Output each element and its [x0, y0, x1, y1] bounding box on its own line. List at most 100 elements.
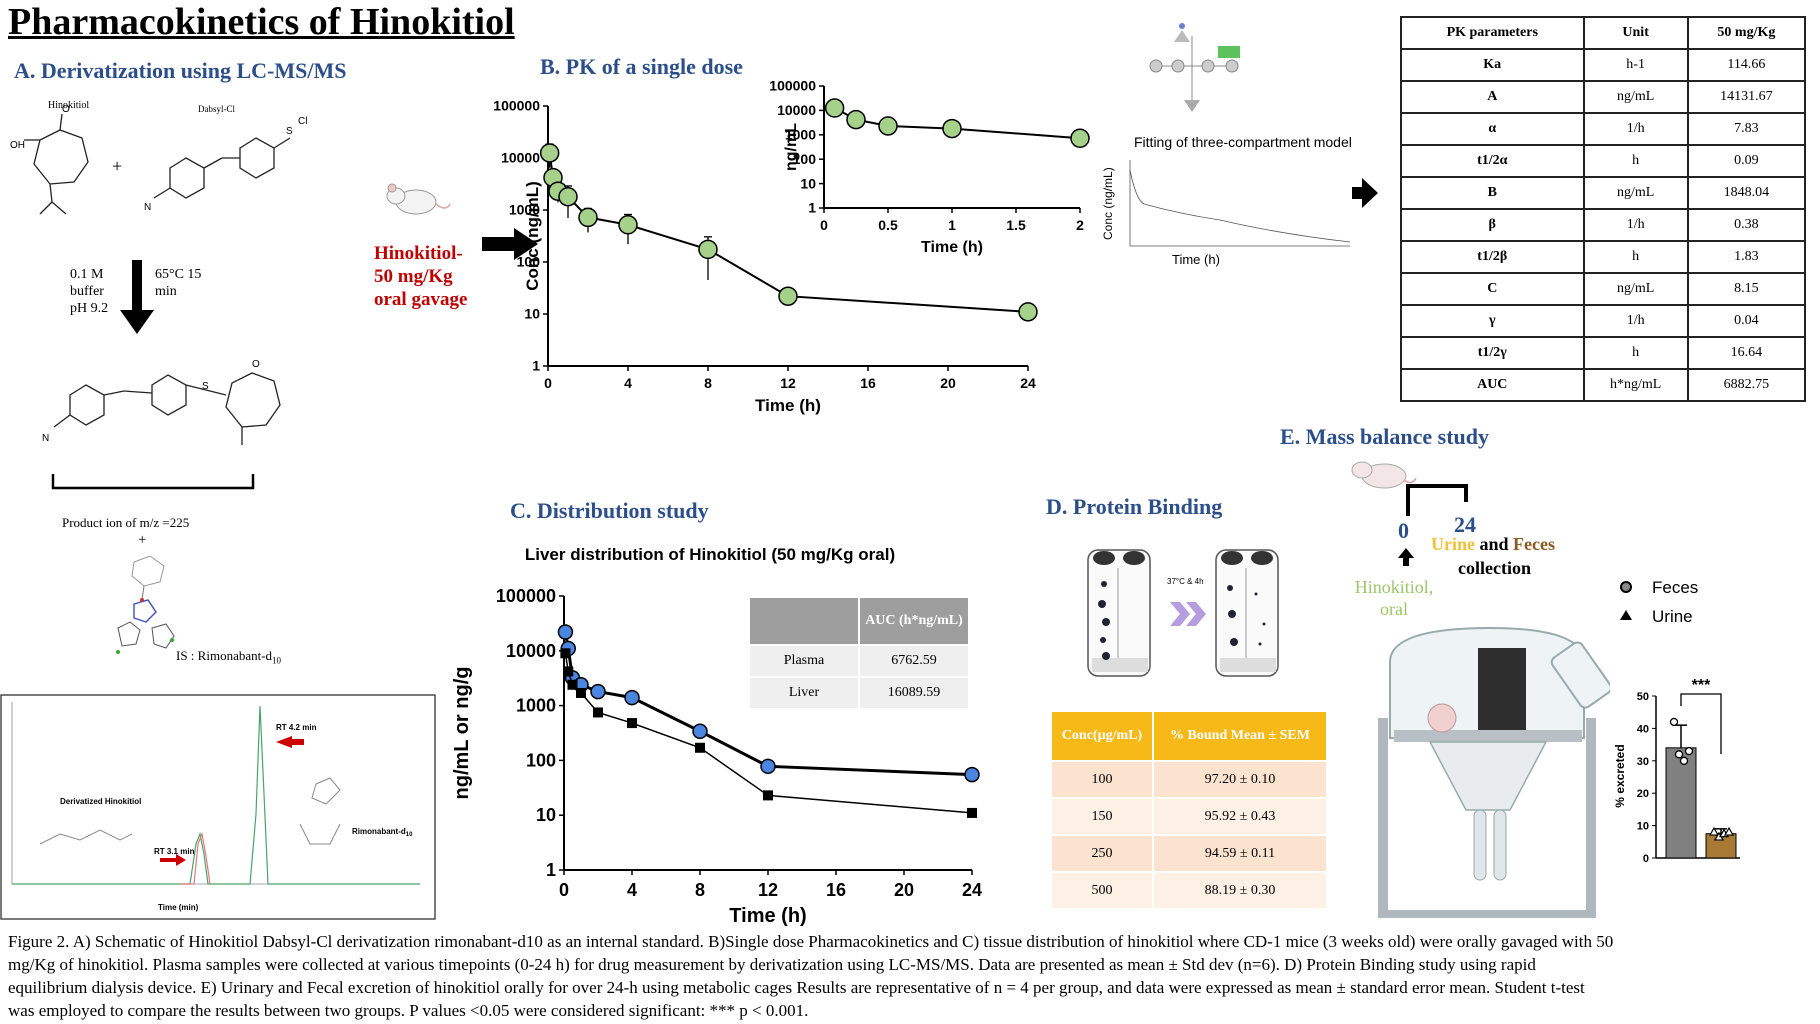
data-point — [1708, 826, 1720, 836]
data-point — [563, 666, 574, 677]
table-row: 250 94.59 ± 0.11 — [1050, 834, 1328, 873]
auc-tissue: Liver — [748, 676, 860, 710]
arrow-up-icon — [1398, 548, 1414, 566]
svg-text:S: S — [286, 126, 293, 137]
x-tick-label: 16 — [860, 375, 876, 391]
pk-param: β — [1400, 208, 1585, 242]
data-point — [964, 766, 980, 783]
pk-value: 8.15 — [1686, 272, 1807, 306]
inset-data-point — [942, 118, 962, 139]
panel-d-title: D. Protein Binding — [1046, 494, 1223, 519]
x-tick-label: 0 — [820, 217, 828, 233]
x-tick-label: 4 — [624, 375, 632, 391]
panel-a-title: A. Derivatization using LC-MS/MS — [14, 58, 347, 83]
y-axis-label: Conc (ng/mL) — [523, 181, 542, 291]
y-tick-label: 10 — [800, 175, 816, 191]
data-point — [763, 790, 773, 801]
time-zero: 0 — [1398, 518, 1409, 543]
svg-text:O: O — [62, 104, 70, 115]
data-point — [1018, 302, 1038, 322]
pk-value: 0.04 — [1686, 304, 1807, 338]
pk-parameters-table: PK parameters Unit 50 mg/Kg Ka h-1 114.66 … — [1400, 16, 1807, 402]
y-tick-label: 1 — [532, 358, 540, 374]
x-tick-label: 0.5 — [878, 217, 898, 233]
pk-param: B — [1400, 176, 1585, 210]
auc-header: AUC (h*ng/mL) — [858, 596, 970, 646]
data-point — [1684, 746, 1694, 756]
significance-label: *** — [1692, 677, 1711, 694]
inset-data-point — [1070, 128, 1090, 149]
arrow-right-icon — [482, 228, 538, 260]
data-point — [560, 648, 571, 659]
data-point — [698, 239, 718, 260]
pk-unit: 1/h — [1582, 112, 1689, 146]
chromatogram: Time (min) RT 3.1 min RT 4.2 min Derivat… — [0, 694, 436, 920]
model-fit-chart: Fitting of three-compartment model Time … — [1101, 134, 1352, 267]
product-bracket — [51, 474, 255, 490]
y-tick-label: 10000 — [506, 641, 556, 661]
product-ion-label: Product ion of m/z =225 — [62, 515, 190, 530]
mouse-icon — [386, 183, 451, 215]
mouse-icon-2 — [1351, 461, 1417, 489]
pk-param: t1/2α — [1400, 144, 1585, 178]
pk-value: 6882.75 — [1686, 368, 1807, 402]
pk-unit: ng/mL — [1582, 272, 1689, 306]
x-tick-label: 1 — [948, 217, 956, 233]
pk-value: 16.64 — [1686, 336, 1807, 370]
auc-tissue: Plasma — [748, 644, 860, 678]
y-tick-label: 1000 — [785, 126, 816, 142]
legend-feces-label: Feces — [1652, 578, 1698, 597]
reaction-structures: OH O N S Cl — [10, 104, 307, 215]
y-tick-label: 1000 — [516, 696, 556, 716]
pk-header-value: 50 mg/Kg — [1686, 16, 1807, 50]
pk-table-header: PK parameters Unit 50 mg/Kg — [1400, 16, 1807, 50]
panel-c-title: C. Distribution study — [510, 498, 709, 523]
chrom-xlabel: Time (min) — [158, 903, 199, 912]
y-tick-label: 0 — [1643, 853, 1649, 865]
y-tick-label: 100000 — [496, 586, 556, 606]
caption-line-4: was employed to compare the results betw… — [8, 1001, 809, 1020]
chrom-rimo-label: Rimonabant-d10 — [352, 827, 413, 838]
cond-right-2: min — [155, 284, 177, 299]
data-point — [576, 687, 586, 698]
data-point — [1669, 717, 1679, 727]
x-axis-label: Time (h) — [729, 905, 806, 927]
chrom-rimo-main: Rimonabant-d — [352, 827, 406, 836]
panel-e-title: E. Mass balance study — [1280, 424, 1490, 449]
time-24: 24 — [1454, 512, 1476, 537]
table-row: β 1/h 0.38 — [1400, 208, 1807, 242]
data-point — [1674, 750, 1684, 759]
y-tick-label: 100 — [517, 254, 541, 270]
rt2-label: RT 4.2 min — [276, 723, 317, 732]
table-row: Ka h-1 114.66 — [1400, 48, 1807, 82]
x-tick-label: 12 — [780, 375, 796, 391]
caption-line-3: equilibrium dialysis device. E) Urinary … — [8, 978, 1585, 997]
data-point — [590, 683, 606, 700]
data-point — [760, 758, 776, 775]
pb-conc: 500 — [1050, 871, 1154, 910]
condition-right: 65°C 15 min — [155, 266, 201, 300]
data-point — [692, 723, 708, 740]
plus-sign-2: + — [138, 532, 147, 548]
reactant1-label: Hinokitiol — [48, 100, 90, 111]
and-word: and — [1475, 534, 1514, 554]
caption-line-1: Figure 2. A) Schematic of Hinokitiol Dab… — [8, 932, 1614, 951]
cond-line-3: pH 9.2 — [70, 301, 109, 316]
collection-word: collection — [1458, 558, 1531, 578]
svg-text:N: N — [144, 202, 151, 213]
data-point — [593, 707, 603, 718]
x-tick-label: 1.5 — [1006, 217, 1026, 233]
model-title: Fitting of three-compartment model — [1134, 134, 1352, 150]
dose-label: Hinokitiol- 50 mg/Kg oral gavage — [374, 242, 467, 311]
is-label: IS : Rimonabant-d10 — [176, 648, 281, 666]
x-tick-label: 2 — [1076, 217, 1084, 233]
y-tick-label: 1 — [808, 200, 816, 216]
is-label-main: IS : Rimonabant-d — [176, 648, 273, 663]
arrow-right-icon-2 — [1352, 178, 1378, 208]
y-tick-label: 40 — [1637, 723, 1649, 735]
table-row: γ 1/h 0.04 — [1400, 304, 1807, 338]
pb-conc: 250 — [1050, 834, 1154, 873]
x-axis-label: Time (h) — [921, 239, 983, 256]
